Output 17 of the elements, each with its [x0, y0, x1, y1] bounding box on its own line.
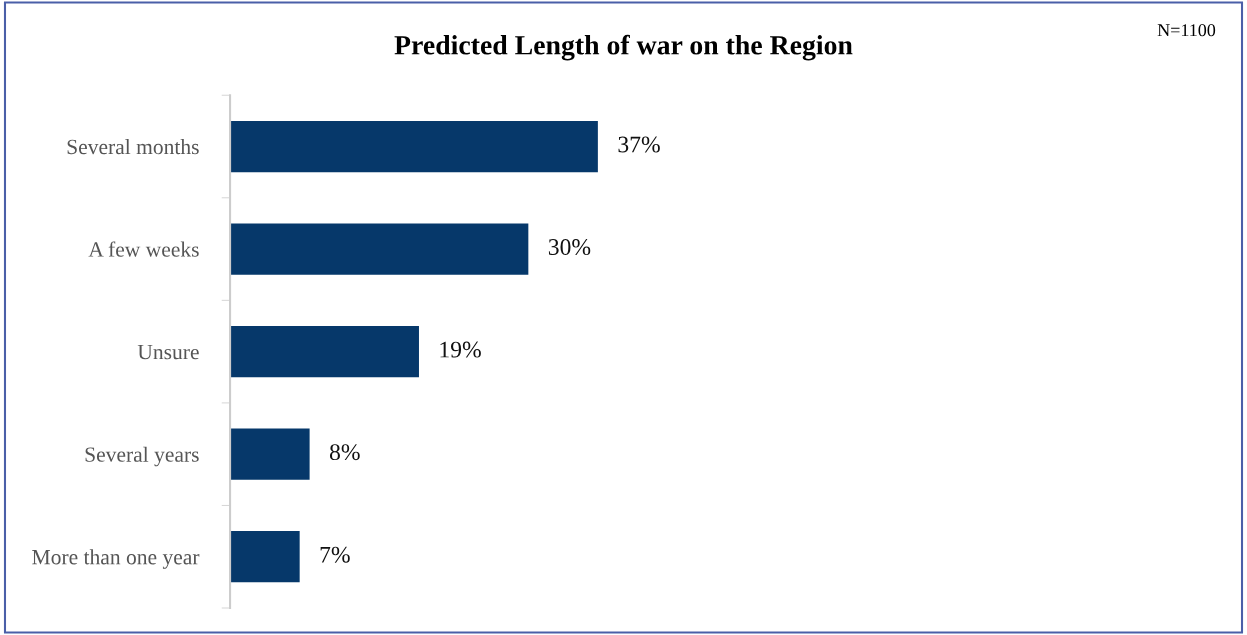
y-tick-label: Several years	[85, 446, 199, 467]
data-label: 30%	[548, 239, 591, 256]
bar	[230, 223, 529, 275]
data-label: 7%	[320, 546, 350, 563]
y-tick-label: A few weeks	[88, 241, 199, 257]
text: N=1100	[1157, 24, 1216, 37]
data-label: 19%	[440, 341, 481, 358]
chart-title: Predicted Length of war on the Region	[394, 34, 853, 61]
bar	[230, 120, 598, 173]
bar	[230, 428, 310, 480]
y-tick-label: More than one year	[32, 549, 200, 569]
data-label: 8%	[329, 444, 360, 461]
bar	[230, 325, 419, 378]
y-tick-label: Several months	[67, 139, 199, 155]
data-label: 37%	[618, 136, 660, 153]
bar	[230, 531, 300, 583]
y-tick-label: Unsure	[137, 345, 199, 360]
